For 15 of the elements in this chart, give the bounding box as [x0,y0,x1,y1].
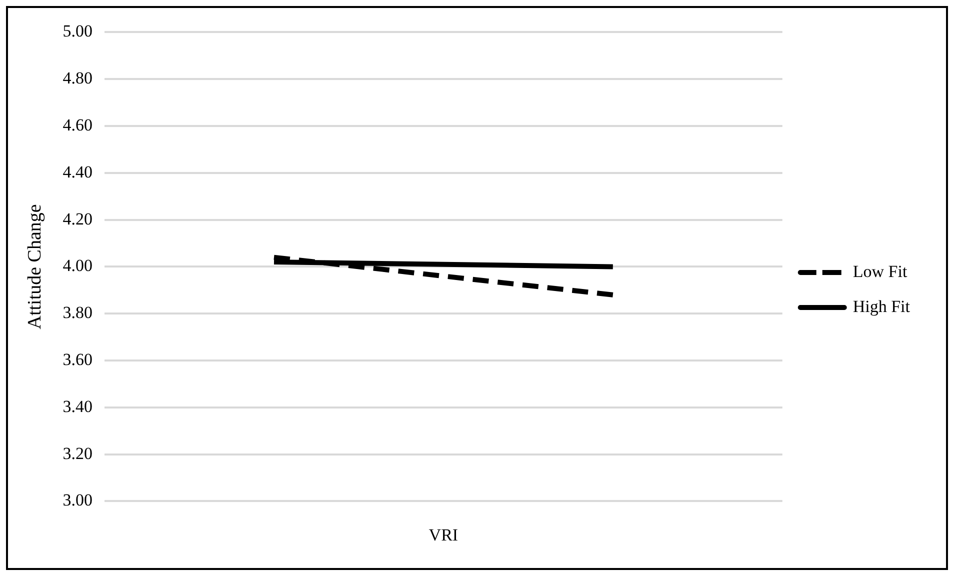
y-tick-label: 4.20 [62,209,93,228]
y-tick-label: 4.80 [62,68,93,88]
y-tick-label: 4.40 [62,162,93,182]
x-axis-title: VRI [428,525,458,544]
y-tick-label: 3.80 [62,303,93,322]
y-tick-label: 3.60 [62,350,93,369]
y-tick-label: 3.40 [62,396,93,416]
y-axis-title: Attitude Change [24,204,46,330]
y-tick-label: 5.00 [62,22,93,41]
legend-label: Low Fit [852,262,908,281]
y-tick-label: 3.00 [62,490,93,510]
y-tick-label: 4.00 [62,256,93,276]
y-tick-label: 3.20 [62,444,93,463]
y-tick-label: 4.60 [62,115,93,134]
legend-label: High Fit [852,296,910,316]
